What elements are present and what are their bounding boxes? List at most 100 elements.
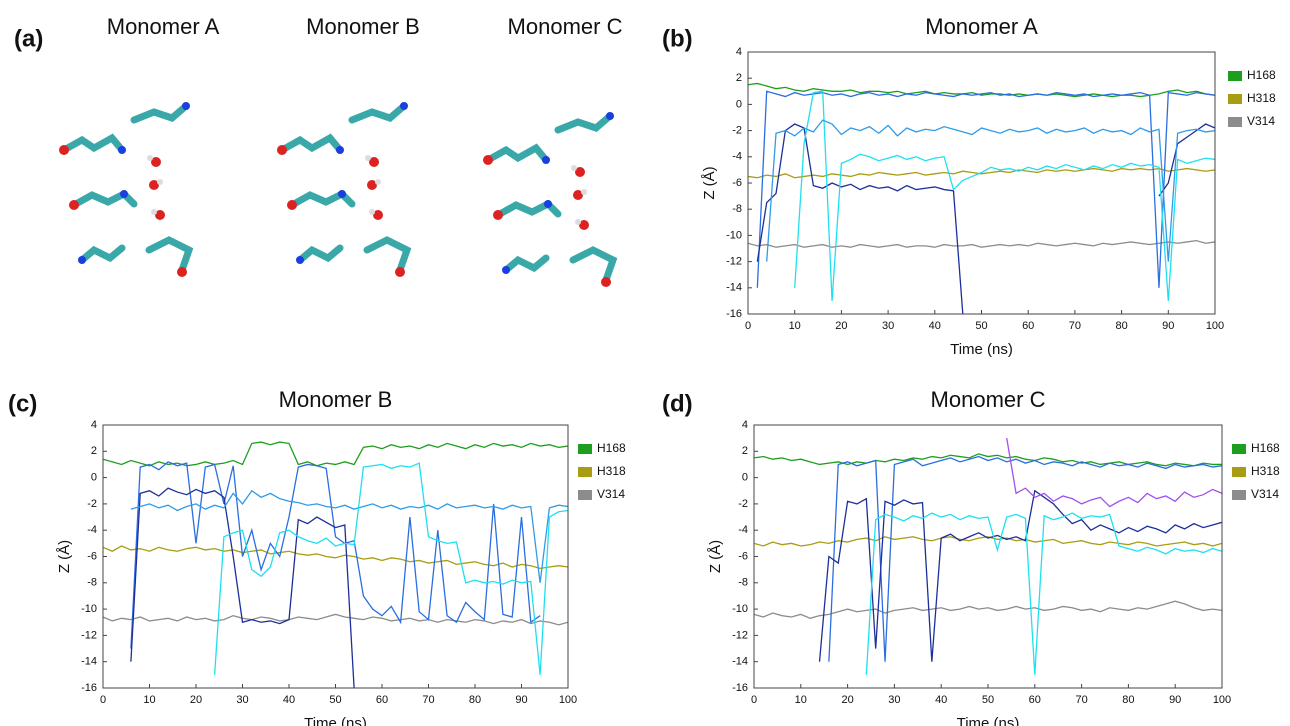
- y-tick-label: -6: [87, 550, 97, 562]
- y-tick-label: -6: [738, 550, 748, 562]
- y-tick-label: 2: [742, 445, 748, 457]
- y-tick-label: -8: [738, 577, 748, 589]
- x-tick-label: 0: [100, 694, 106, 706]
- panel-label: (b): [662, 25, 693, 52]
- y-tick-label: -4: [87, 524, 97, 536]
- series-line: [1007, 438, 1222, 506]
- x-tick-label: 0: [745, 320, 751, 332]
- x-tick-label: 50: [982, 694, 994, 706]
- y-tick-label: -14: [726, 282, 742, 294]
- x-tick-label: 60: [1022, 320, 1034, 332]
- x-tick-label: 0: [751, 694, 757, 706]
- x-tick-label: 100: [559, 694, 577, 706]
- series-line: [103, 614, 568, 625]
- y-axis-label: Z (Å): [707, 540, 724, 573]
- molecule: [483, 112, 614, 287]
- x-tick-label: 20: [835, 320, 847, 332]
- x-tick-label: 70: [1069, 320, 1081, 332]
- y-axis-label: Z (Å): [56, 540, 73, 573]
- legend-label: V314: [597, 487, 625, 501]
- y-tick-label: -16: [726, 308, 742, 320]
- page: (a) Monomer A Monomer B Monomer C (b) Mon…: [0, 0, 1290, 726]
- x-axis-label: Time (ns): [957, 715, 1020, 726]
- y-tick-label: -12: [732, 629, 748, 641]
- y-tick-label: -2: [732, 125, 742, 137]
- legend-swatch: [1228, 117, 1242, 127]
- x-tick-label: 70: [422, 694, 434, 706]
- x-tick-label: 40: [929, 320, 941, 332]
- y-tick-label: 4: [742, 419, 748, 431]
- legend-swatch: [1228, 71, 1242, 81]
- y-tick-label: 4: [736, 46, 742, 58]
- chart-title: Monomer A: [925, 14, 1038, 39]
- x-tick-label: 10: [795, 694, 807, 706]
- monomer-title: Monomer A: [107, 14, 220, 39]
- monomer-title: Monomer C: [508, 14, 623, 39]
- legend-swatch: [1228, 94, 1242, 104]
- legend-swatch: [578, 444, 592, 454]
- x-tick-label: 40: [283, 694, 295, 706]
- x-tick-label: 90: [1169, 694, 1181, 706]
- series-line: [103, 442, 568, 466]
- y-tick-label: 4: [91, 419, 97, 431]
- chart-title: Monomer B: [279, 387, 393, 412]
- x-tick-label: 60: [376, 694, 388, 706]
- y-tick-label: 2: [91, 445, 97, 457]
- y-tick-label: -12: [81, 629, 97, 641]
- y-tick-label: -2: [738, 498, 748, 510]
- figure: (a) Monomer A Monomer B Monomer C (b) Mon…: [0, 0, 1290, 726]
- x-tick-label: 70: [1075, 694, 1087, 706]
- y-tick-label: -14: [81, 656, 97, 668]
- x-tick-label: 50: [975, 320, 987, 332]
- x-tick-label: 40: [935, 694, 947, 706]
- x-tick-label: 100: [1206, 320, 1224, 332]
- x-tick-label: 10: [789, 320, 801, 332]
- legend-label: H318: [1247, 91, 1276, 105]
- y-tick-label: -2: [87, 498, 97, 510]
- y-tick-label: -8: [732, 203, 742, 215]
- y-tick-label: -16: [81, 682, 97, 694]
- panel-label: (c): [8, 390, 37, 417]
- x-tick-label: 60: [1029, 694, 1041, 706]
- x-tick-label: 30: [882, 320, 894, 332]
- x-tick-label: 20: [841, 694, 853, 706]
- legend-swatch: [578, 490, 592, 500]
- legend-label: H168: [597, 441, 626, 455]
- x-tick-label: 80: [469, 694, 481, 706]
- chart-title: Monomer C: [931, 387, 1046, 412]
- legend-label: H168: [1247, 68, 1276, 82]
- x-tick-label: 50: [329, 694, 341, 706]
- legend-swatch: [1232, 490, 1246, 500]
- x-tick-label: 10: [143, 694, 155, 706]
- y-tick-label: -14: [732, 656, 748, 668]
- series-line: [795, 91, 1215, 301]
- x-tick-label: 80: [1122, 694, 1134, 706]
- series-line: [866, 513, 1222, 675]
- series-line: [748, 241, 1215, 248]
- panel-label: (a): [14, 25, 43, 52]
- legend-label: H318: [597, 464, 626, 478]
- y-tick-label: -16: [732, 682, 748, 694]
- x-tick-label: 90: [515, 694, 527, 706]
- x-tick-label: 30: [888, 694, 900, 706]
- molecule: [277, 102, 408, 277]
- series-line: [131, 488, 354, 688]
- y-tick-label: 0: [91, 472, 97, 484]
- legend-swatch: [1232, 444, 1246, 454]
- y-tick-label: 0: [742, 472, 748, 484]
- y-tick-label: 2: [736, 72, 742, 84]
- series-line: [767, 120, 1215, 261]
- x-tick-label: 90: [1162, 320, 1174, 332]
- y-tick-label: -12: [726, 256, 742, 268]
- series-line: [829, 457, 1222, 662]
- legend-label: V314: [1247, 114, 1275, 128]
- y-axis-label: Z (Å): [701, 166, 718, 199]
- legend-label: H318: [1251, 464, 1280, 478]
- y-tick-label: -10: [81, 603, 97, 615]
- x-tick-label: 80: [1115, 320, 1127, 332]
- panel-label: (d): [662, 390, 693, 417]
- molecule: [59, 102, 190, 277]
- y-tick-label: 0: [736, 98, 742, 110]
- x-axis-label: Time (ns): [304, 715, 367, 726]
- legend-swatch: [578, 467, 592, 477]
